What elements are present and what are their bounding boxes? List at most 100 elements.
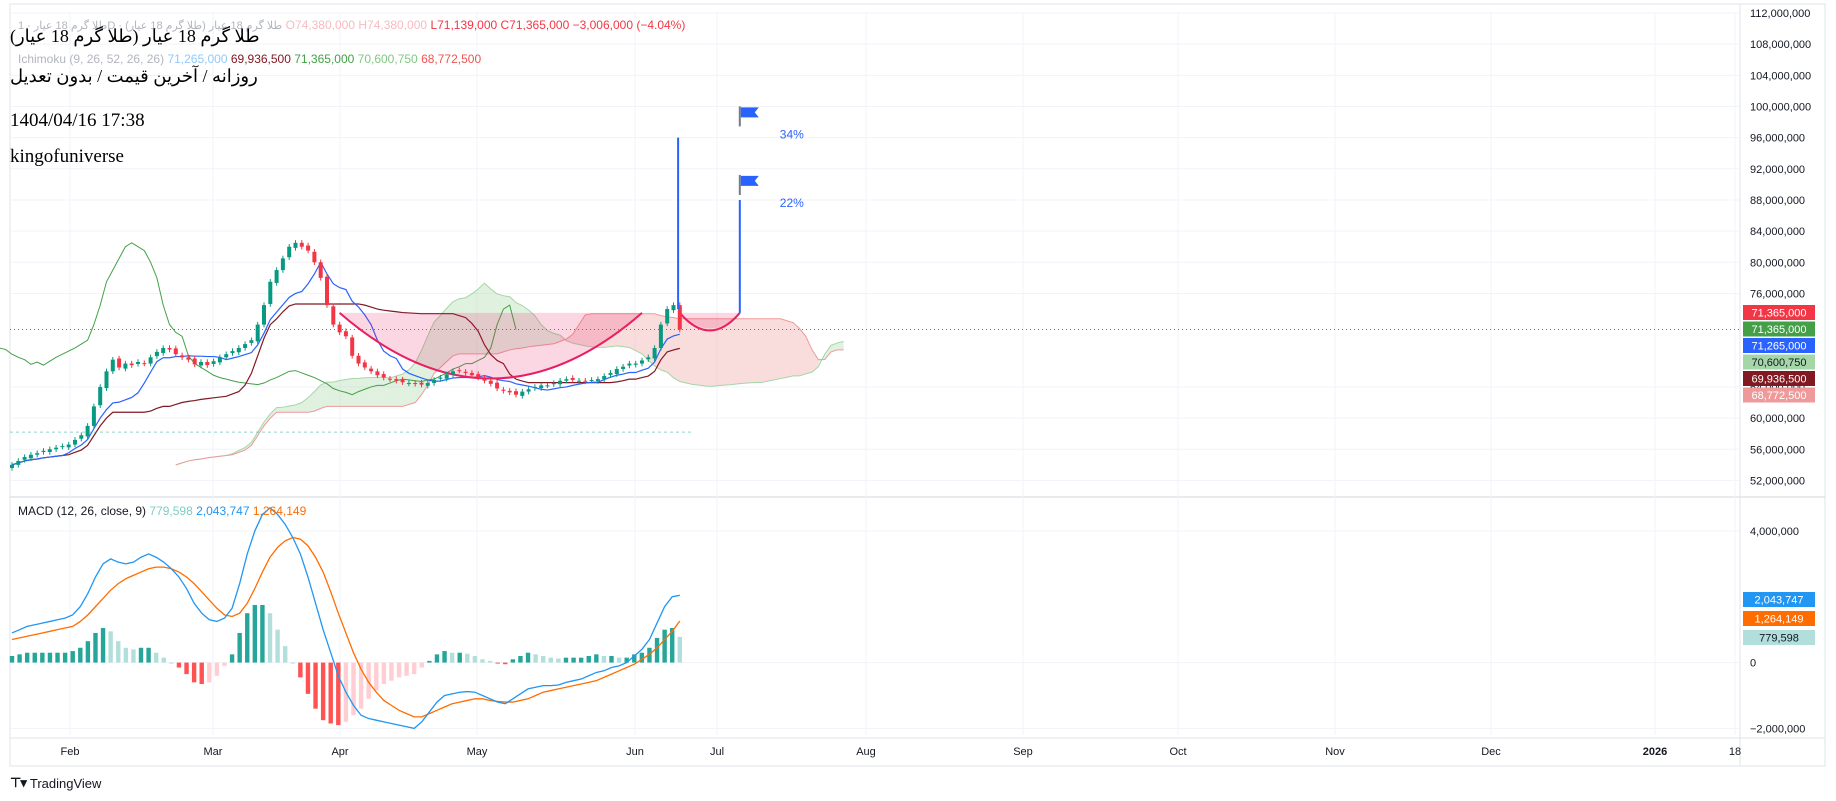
- candle-body: [514, 391, 518, 395]
- macd-histogram-bar: [358, 662, 364, 709]
- candle-body: [388, 378, 392, 380]
- macd-axis-label: −2,000,000: [1750, 723, 1805, 735]
- macd-histogram-bar: [518, 656, 523, 663]
- macd-histogram-bar: [616, 657, 622, 663]
- macd-histogram-bar: [328, 662, 333, 724]
- candle-body: [161, 347, 166, 354]
- ichimoku-cloud-segment: [780, 318, 787, 379]
- macd-axis-label: 4,000,000: [1750, 526, 1799, 538]
- macd-histogram-bar: [533, 654, 538, 663]
- candle-body: [22, 457, 27, 460]
- handle-fill: [679, 312, 740, 329]
- macd-histogram-bar: [449, 652, 455, 663]
- macd-histogram-bar: [594, 654, 599, 663]
- macd-histogram-bar: [495, 662, 500, 664]
- price-badge-label: 71,265,000: [1751, 341, 1806, 353]
- macd-histogram-bar: [313, 662, 318, 709]
- macd-histogram-bar: [351, 662, 356, 716]
- candle-body: [47, 449, 52, 452]
- ichimoku-cloud-segment: [698, 318, 705, 386]
- candle-body: [331, 306, 336, 325]
- ichimoku-cloud-segment: [314, 384, 321, 412]
- macd-histogram-bar: [541, 656, 546, 663]
- brand-logo[interactable]: ⊤▾ TradingView: [10, 775, 101, 791]
- ichimoku-cloud-segment: [755, 318, 762, 383]
- time-axis-label: Sep: [1013, 746, 1033, 758]
- price-axis-label: 52,000,000: [1750, 475, 1805, 487]
- candle-body: [646, 357, 651, 360]
- candle-body: [73, 439, 77, 445]
- ichimoku-cloud-segment: [774, 318, 781, 380]
- macd-histogram-bar: [169, 662, 174, 664]
- ichimoku-cloud-segment: [799, 328, 806, 376]
- ichimoku-cloud-segment: [591, 313, 598, 348]
- ichimoku-cloud-segment: [371, 377, 378, 407]
- macd-histogram-bar: [32, 652, 37, 663]
- ichimoku-cloud-segment: [805, 336, 813, 374]
- ichimoku-cloud-segment: [446, 301, 453, 362]
- candle-body: [318, 262, 323, 278]
- ichimoku-cloud-segment: [736, 318, 743, 385]
- price-badge-label: 70,600,750: [1751, 357, 1806, 369]
- time-axis-label: 2026: [1643, 746, 1667, 758]
- candle-body: [236, 347, 241, 353]
- macd-histogram-bar: [578, 657, 584, 663]
- macd-histogram-bar: [282, 646, 288, 663]
- candle-body: [211, 361, 216, 364]
- candle-body: [306, 245, 311, 251]
- candle-body: [243, 344, 248, 348]
- ichimoku-cloud-segment: [270, 407, 277, 419]
- macd-histogram-bar: [662, 629, 667, 663]
- candle-body: [85, 425, 90, 437]
- candle-body: [180, 355, 185, 358]
- candle-body: [677, 305, 682, 330]
- ichimoku-cloud-segment: [793, 322, 800, 376]
- overlay-author: kingofuniverse: [10, 146, 124, 167]
- ichimoku-cloud-segment: [301, 397, 309, 413]
- time-axis-label: Feb: [61, 746, 80, 758]
- ichimoku-cloud-segment: [516, 302, 523, 349]
- candle-body: [325, 276, 329, 306]
- ichimoku-cloud-segment: [768, 318, 775, 382]
- target-percent-label: 34%: [780, 127, 804, 141]
- candle-body: [595, 379, 600, 382]
- ichimoku-span-a: 70,600,750: [357, 52, 418, 66]
- macd-histogram-bar: [556, 658, 561, 663]
- macd-axis-label: 0: [1750, 658, 1756, 670]
- ichimoku-label: Ichimoku (9, 26, 52, 26, 26): [18, 52, 165, 66]
- candle-body: [633, 363, 638, 365]
- ichimoku-cloud-segment: [358, 377, 365, 407]
- ichimoku-cloud-segment: [490, 288, 498, 354]
- candle-body: [526, 389, 531, 392]
- price-axis-label: 84,000,000: [1750, 226, 1805, 238]
- ichimoku-cloud-segment: [282, 406, 290, 413]
- chart-frame: [9, 3, 1826, 767]
- candle-body: [186, 357, 191, 360]
- candle-body: [280, 258, 285, 271]
- macd-histogram-bar: [548, 657, 553, 663]
- ohlc-change: −3,006,000 (−4.04%): [572, 18, 686, 32]
- ichimoku-kijun: 69,936,500: [230, 52, 291, 66]
- candle-body: [444, 374, 449, 379]
- ichimoku-cloud-segment: [635, 313, 642, 355]
- candle-body: [274, 270, 279, 283]
- candle-body: [640, 360, 644, 364]
- candle-body: [438, 377, 443, 379]
- ichimoku-cloud-segment: [327, 382, 334, 407]
- candle-body: [287, 246, 292, 258]
- macd-histogram-bar: [389, 662, 394, 681]
- macd-histogram-bar: [116, 641, 121, 663]
- price-badge: [1743, 387, 1815, 403]
- macd-histogram-bar: [396, 662, 402, 678]
- candle-body: [66, 444, 71, 448]
- time-axis-label: Jul: [710, 746, 724, 758]
- ichimoku-cloud-segment: [837, 341, 844, 350]
- ichimoku-cloud-segment: [742, 318, 750, 384]
- time-axis-label: Dec: [1481, 746, 1501, 758]
- macd-histogram-bar: [601, 656, 607, 663]
- candle-body: [432, 379, 437, 384]
- macd-histogram-bar: [586, 656, 591, 663]
- macd-histogram-bar: [191, 662, 197, 683]
- price-badge: [1743, 354, 1815, 370]
